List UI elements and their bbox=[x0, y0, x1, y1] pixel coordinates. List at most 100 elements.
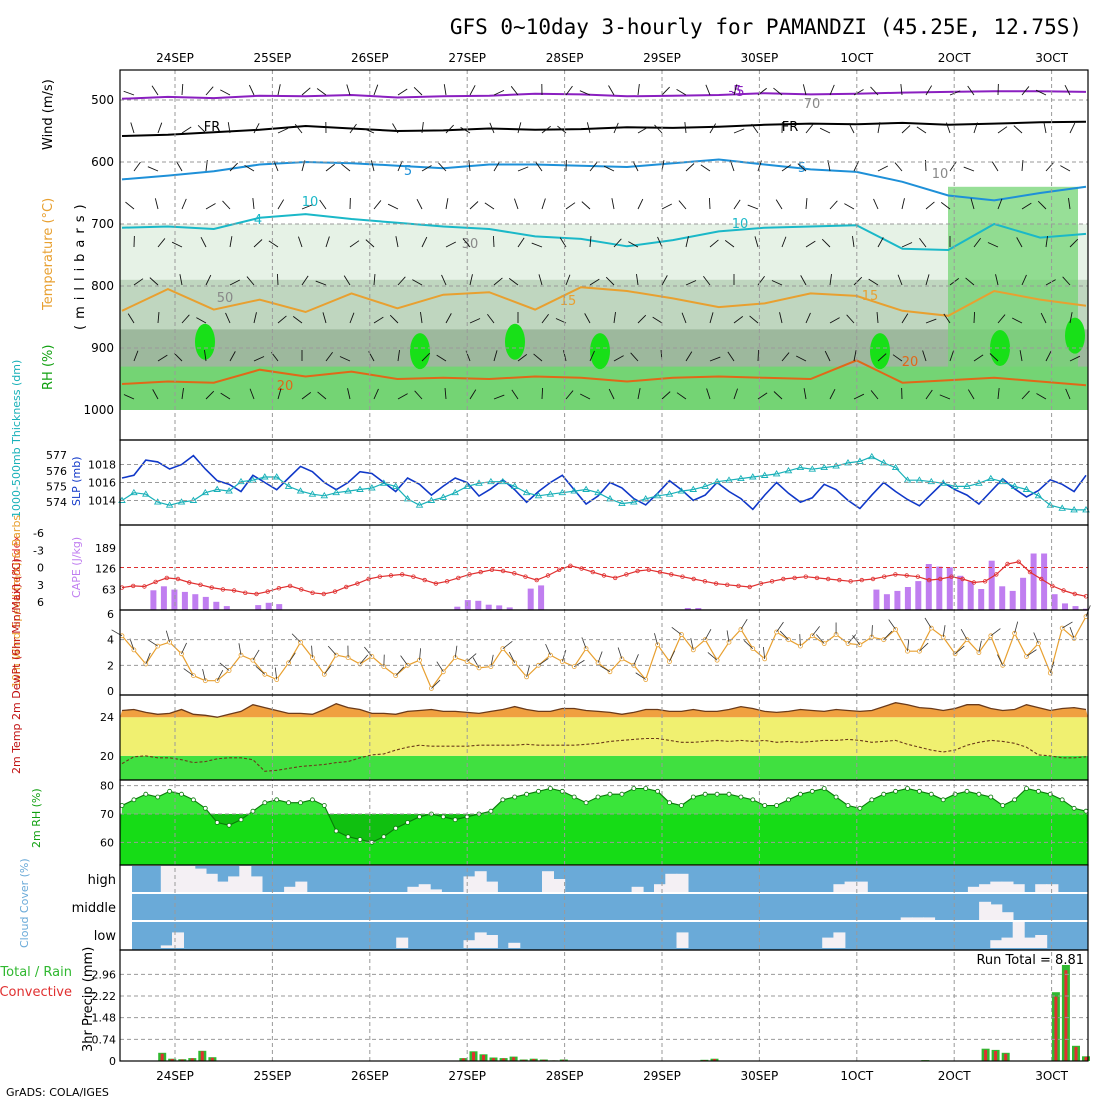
wind-speed-marker bbox=[595, 660, 601, 666]
slp-tick-label: 1014 bbox=[88, 494, 116, 507]
cloud-bar bbox=[250, 876, 263, 892]
precip-ylabel: 3hr Precip (mm) bbox=[81, 947, 96, 1052]
thickness-marker bbox=[737, 474, 745, 482]
rh-marker bbox=[548, 786, 553, 791]
wind-barb bbox=[541, 313, 549, 324]
thickness-tick-label: 577 bbox=[46, 449, 67, 462]
wind-barb bbox=[589, 236, 592, 248]
cloud-bar bbox=[485, 935, 498, 948]
wind-barb bbox=[421, 352, 431, 362]
wind-barb bbox=[253, 312, 257, 324]
wind-barb bbox=[253, 356, 265, 362]
cloud-bar bbox=[160, 866, 173, 892]
wind-barb-10m bbox=[431, 679, 441, 689]
cape-bar bbox=[894, 590, 901, 610]
wind-barb bbox=[301, 204, 313, 210]
thickness-marker bbox=[1010, 482, 1019, 489]
thickness-marker bbox=[499, 477, 507, 485]
wind-barb bbox=[205, 86, 214, 96]
rh-marker bbox=[440, 814, 446, 820]
wind-barb bbox=[844, 203, 855, 210]
wind-barb-10m bbox=[400, 655, 408, 666]
rh-marker bbox=[286, 800, 292, 806]
wind-barb bbox=[157, 312, 160, 324]
wind-barb bbox=[637, 388, 641, 400]
cape-bar bbox=[485, 604, 492, 610]
top-date-label: 26SEP bbox=[351, 51, 389, 65]
cape-bar bbox=[967, 581, 974, 610]
wind-barb bbox=[268, 240, 279, 248]
wind-barb bbox=[397, 350, 400, 362]
contour-label: FR bbox=[204, 120, 221, 135]
rh-marker bbox=[726, 791, 732, 797]
wind-barb bbox=[517, 166, 529, 172]
wind-barb bbox=[301, 392, 312, 400]
rh-marker bbox=[131, 797, 137, 803]
wind-barb bbox=[803, 388, 807, 400]
wind-barb bbox=[441, 274, 447, 286]
cape-bar bbox=[223, 606, 230, 610]
top-date-label: 27SEP bbox=[448, 51, 486, 65]
wind-barb bbox=[676, 392, 687, 400]
cape-bar bbox=[202, 596, 209, 610]
bottom-date-label: 29SEP bbox=[643, 1069, 681, 1083]
wind-barb bbox=[657, 236, 663, 248]
thickness-marker bbox=[546, 490, 555, 497]
wind-barb bbox=[1045, 236, 1048, 248]
wind-barb bbox=[493, 161, 501, 172]
wind-barb bbox=[661, 275, 668, 286]
rh-marker bbox=[786, 797, 791, 803]
rh-marker bbox=[179, 791, 184, 797]
wind-barb bbox=[829, 84, 835, 96]
wind-barb bbox=[1036, 393, 1047, 400]
thickness-marker bbox=[415, 501, 424, 508]
thickness-marker bbox=[142, 490, 150, 497]
wind-barb bbox=[636, 274, 639, 286]
cloud-bar bbox=[979, 884, 992, 892]
cape-bar bbox=[957, 575, 964, 610]
wind-barb-10m bbox=[181, 642, 187, 654]
thickness-marker bbox=[927, 477, 936, 485]
wind-barb bbox=[916, 126, 927, 134]
rh-marker bbox=[488, 808, 494, 814]
temp-line bbox=[121, 702, 1087, 718]
wind-barb bbox=[965, 277, 975, 286]
precip-tick-label: 0.74 bbox=[92, 1033, 117, 1046]
wind-barb bbox=[654, 124, 663, 134]
wind-barb bbox=[997, 198, 1003, 210]
wind-barb bbox=[200, 236, 207, 248]
bottom-date-label: 26SEP bbox=[351, 1069, 389, 1083]
thickness-marker bbox=[249, 476, 257, 483]
lifted-marker bbox=[669, 572, 674, 577]
wind-barb-10m bbox=[779, 630, 789, 640]
lifted-marker bbox=[792, 575, 797, 581]
rh-marker bbox=[226, 822, 232, 828]
precip-tick-label: 1.48 bbox=[92, 1012, 117, 1025]
cloud-bar bbox=[665, 873, 678, 892]
wind-speed-marker bbox=[1012, 630, 1017, 636]
lifted-marker bbox=[153, 579, 158, 585]
wind-barb-10m bbox=[145, 652, 151, 665]
ylabel-wind: Wind (m/s) bbox=[41, 79, 56, 150]
wind-barb-10m bbox=[327, 645, 337, 656]
wind-barb bbox=[925, 85, 933, 96]
wind-barb-10m bbox=[1026, 649, 1037, 657]
lifted-marker bbox=[456, 575, 461, 581]
panel-frames bbox=[119, 69, 1089, 1062]
thickness-marker bbox=[689, 485, 698, 492]
wind-barb bbox=[613, 355, 624, 362]
cloud-bar bbox=[418, 884, 431, 892]
thickness-marker bbox=[284, 482, 293, 489]
precip-convective-bar bbox=[502, 1058, 506, 1061]
wind-barb bbox=[444, 388, 447, 400]
wind-barb bbox=[1045, 350, 1052, 362]
wind-10m-panel: 0 2 4 6 10m Wind Speed (m/s) & Barbs bbox=[10, 515, 1091, 698]
cape-bar bbox=[1083, 608, 1089, 610]
isotherm-line bbox=[121, 120, 1087, 137]
wind-barb bbox=[220, 392, 231, 400]
cloud-bar bbox=[833, 932, 846, 948]
contour-label: 10 bbox=[302, 195, 319, 210]
wind-barb bbox=[133, 161, 141, 172]
contour-label: 70 bbox=[804, 97, 821, 112]
